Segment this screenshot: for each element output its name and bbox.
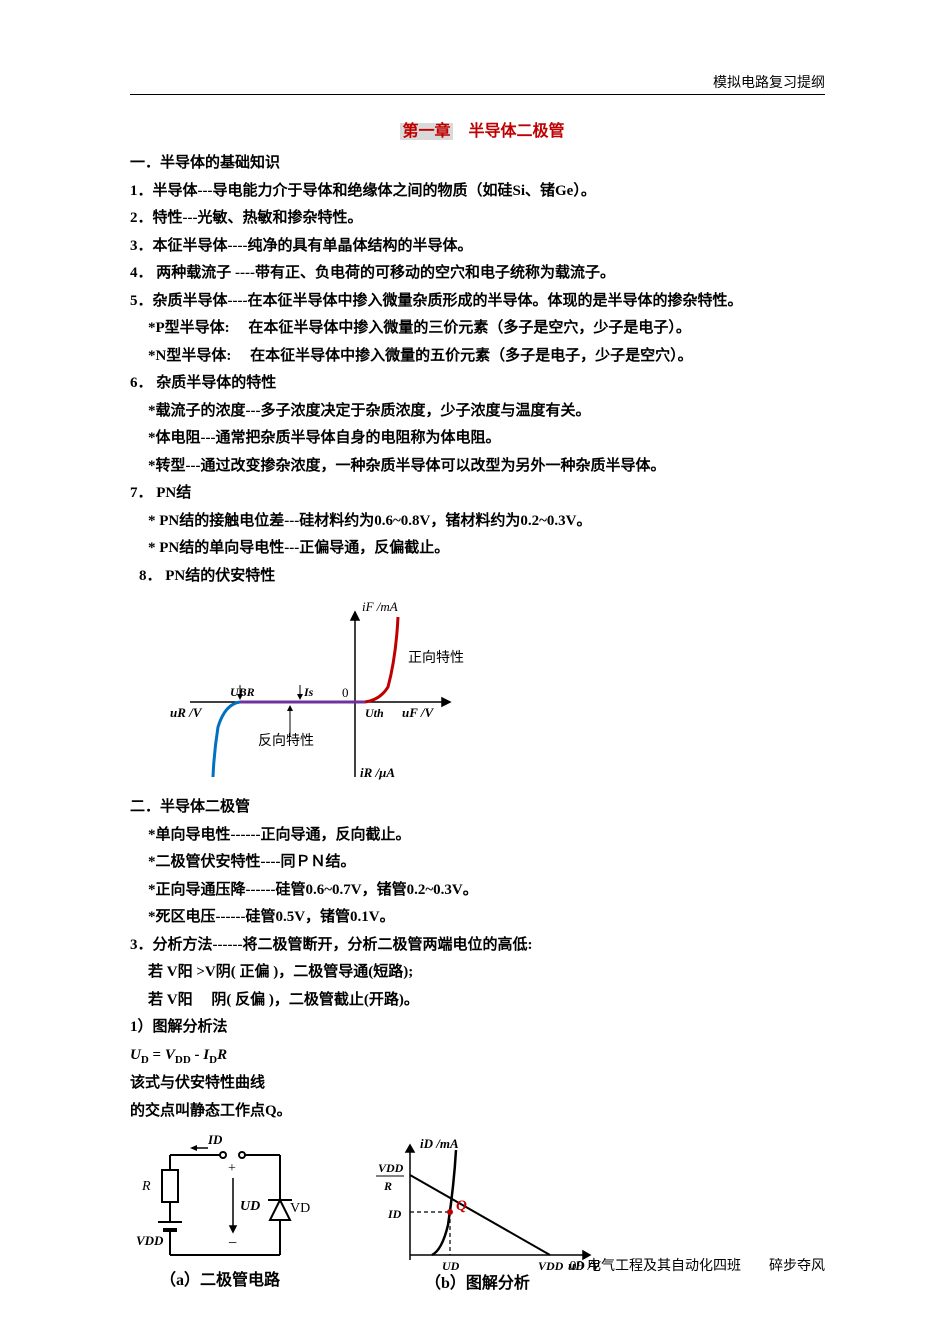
yl: iD /mA: [420, 1136, 459, 1151]
id-l: ID: [387, 1207, 402, 1221]
fig2b-caption: （b）图解分析: [425, 1273, 530, 1290]
y-label: iF /mA: [362, 599, 398, 614]
sA-5b: *N型半导体: 在本征半导体中掺入微量的五价元素（多子是电子，少子是空穴）。: [148, 344, 835, 370]
content: 第一章 半导体二极管 一．半导体的基础知识 1．半导体---导电能力介于导体和绝…: [130, 118, 835, 1290]
fig-2a: + − R UD VDD ID VD （a）二极管电路: [130, 1130, 330, 1290]
vdd-x: VDD: [538, 1259, 564, 1273]
Q-label: Q: [456, 1198, 467, 1214]
sA-5a: *P型半导体: 在本征半导体中掺入微量的三价元素（多子是空穴，少子是电子）。: [148, 316, 835, 342]
sA-l4: 4． 两种载流子 ----带有正、负电荷的可移动的空穴和电子统称为载流子。: [130, 261, 835, 287]
VD-label: VD: [290, 1201, 310, 1216]
uth-label: Uth: [365, 706, 384, 720]
page: 模拟电路复习提纲 第一章 半导体二极管 一．半导体的基础知识 1．半导体---导…: [0, 0, 945, 1337]
sA-6h: 6． 杂质半导体的特性: [130, 371, 835, 397]
sB-eq: UD = VDD - IDR: [130, 1043, 835, 1070]
header-rule: [130, 94, 825, 95]
sB-c: *正向导通压降------硅管0.6~0.7V，锗管0.2~0.3V。: [148, 878, 835, 904]
ud-l: UD: [442, 1259, 460, 1273]
sA-l1: 1．半导体---导电能力介于导体和绝缘体之间的物质（如硅Si、锗Ge）。: [130, 179, 835, 205]
sB-a: *单向导电性------正向导通，反向截止。: [148, 823, 835, 849]
R-label: R: [141, 1179, 151, 1194]
origin-label: 0: [342, 685, 349, 700]
sA-7h: 7． PN结: [130, 481, 835, 507]
xneg-label: uR /V: [170, 705, 203, 720]
sA-7a: * PN结的接触电位差---硅材料约为0.6~0.8V，锗材料约为0.2~0.3…: [148, 509, 835, 535]
sA-7b: * PN结的单向导电性---正偏导通，反偏截止。: [148, 536, 835, 562]
vdd-top: VDD: [378, 1161, 404, 1175]
footer: 09 电气工程及其自动化四班 碎步夺风: [570, 1255, 826, 1279]
UD-label: UD: [240, 1199, 260, 1214]
fwd-text: 正向特性: [408, 650, 464, 666]
sA-8: 8． PN结的伏安特性: [139, 564, 835, 590]
chapter-title: 第一章 半导体二极管: [130, 118, 835, 145]
is-label: Is: [303, 685, 314, 699]
VDD-label: VDD: [136, 1233, 164, 1248]
rev-text: 反向特性: [258, 733, 314, 749]
title-highlight: 第一章: [400, 123, 452, 140]
sB-b: *二极管伏安特性----同ＰＮ结。: [148, 850, 835, 876]
svg-text:+: +: [228, 1161, 236, 1176]
negy-label: iR /μA: [360, 765, 395, 780]
r-bot: R: [383, 1179, 392, 1193]
sectionB-heading: 二．半导体二极管: [130, 795, 835, 821]
sA-l3: 3．本征半导体----纯净的具有单晶体结构的半导体。: [130, 234, 835, 260]
header-right: 模拟电路复习提纲: [713, 72, 825, 96]
svg-text:−: −: [228, 1235, 237, 1252]
sB-6: 的交点叫静态工作点Q。: [130, 1099, 835, 1125]
pn-iv-svg: iF /mA 正向特性 反向特性 UBR Is 0 Uth uF /V uR /…: [170, 597, 470, 787]
sA-6a: *载流子的浓度---多子浓度决定于杂质浓度，少子浓度与温度有关。: [148, 399, 835, 425]
figure-pn-iv: iF /mA 正向特性 反向特性 UBR Is 0 Uth uF /V uR /…: [170, 597, 835, 787]
sB-3b: 若 V阳 阴( 反偏 )，二极管截止(开路)。: [148, 988, 835, 1014]
xpos-label: uF /V: [402, 705, 435, 720]
sB-d: *死区电压------硅管0.5V，锗管0.1V。: [148, 905, 835, 931]
circuit-svg: + − R UD VDD ID VD （a）二极管电路: [130, 1130, 330, 1290]
sA-6b: *体电阻---通常把杂质半导体自身的电阻称为体电阻。: [148, 426, 835, 452]
ID-label: ID: [207, 1132, 223, 1147]
sA-l2: 2．特性---光敏、热敏和掺杂特性。: [130, 206, 835, 232]
sA-l5: 5．杂质半导体----在本征半导体中掺入微量杂质形成的半导体。体现的是半导体的掺…: [130, 289, 835, 315]
sB-3a: 若 V阳 >V阴( 正偏 )，二极管导通(短路);: [148, 960, 835, 986]
sectionA-heading: 一．半导体的基础知识: [130, 151, 835, 177]
fig2a-caption: （a）二极管电路: [160, 1270, 281, 1289]
title-rest: 半导体二极管: [453, 123, 565, 140]
ubr-label: UBR: [230, 685, 255, 699]
sA-6c: *转型---通过改变掺杂浓度，一种杂质半导体可以改型为另外一种杂质半导体。: [148, 454, 835, 480]
sB-5: 该式与伏安特性曲线: [130, 1071, 835, 1097]
sB-3: 3．分析方法------将二极管断开，分析二极管两端电位的高低:: [130, 933, 835, 959]
sB-4: 1）图解分析法: [130, 1015, 835, 1041]
